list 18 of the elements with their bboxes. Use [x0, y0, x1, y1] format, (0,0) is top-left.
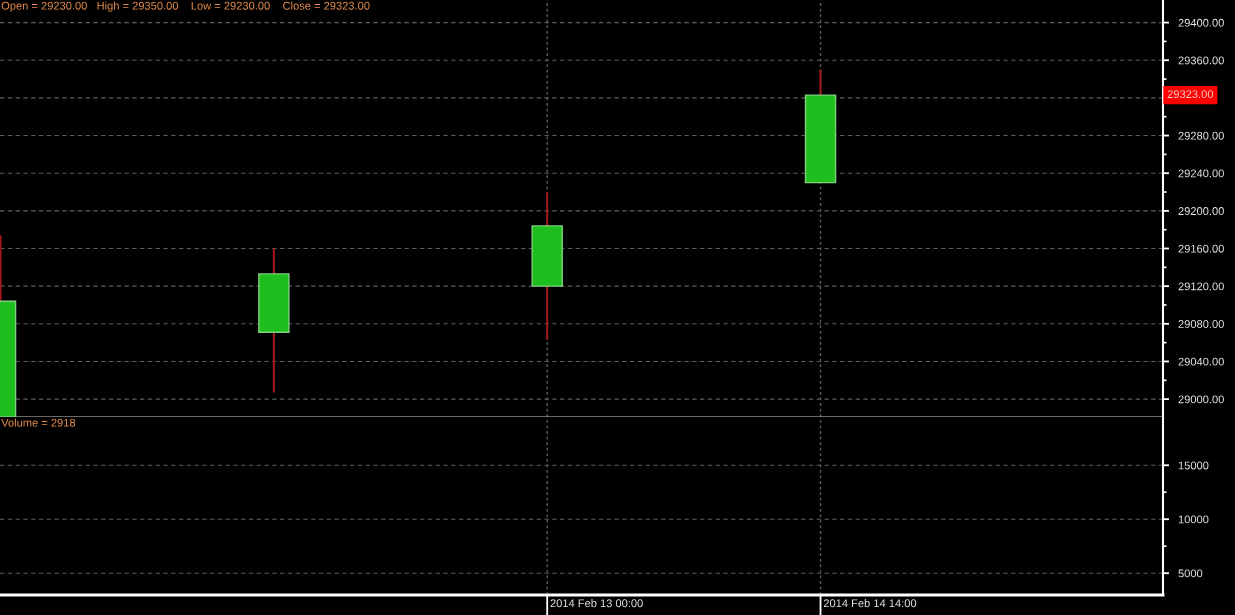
y-tick-label: 15000 [1178, 461, 1209, 470]
annotation: Open = 29230.00 High = 29350.00 Low = 29230.00 Close = 29323.00 [1, 1, 370, 12]
y-tick-label: 29160.00 [1178, 244, 1224, 253]
text: 29323.00 [1167, 90, 1214, 99]
category-label: 2014 Feb 13 00:00 [550, 599, 643, 608]
category-label: 2014 Feb 14 14:00 [823, 599, 917, 608]
y-tick-label: 5000 [1178, 569, 1203, 578]
y-tick-label: 29000.00 [1178, 395, 1224, 404]
y-tick-label: 29040.00 [1178, 357, 1224, 366]
y-tick-label: 29120.00 [1178, 282, 1224, 291]
y-tick-label: 29280.00 [1178, 131, 1224, 140]
y-tick-label: 10000 [1178, 515, 1209, 524]
y-tick-label: 29080.00 [1178, 320, 1224, 328]
annotation: Volume = 2918 [1, 418, 76, 427]
y-tick-label: 29360.00 [1178, 56, 1224, 65]
y-tick-label: 29200.00 [1178, 207, 1224, 215]
y-tick-label: 29240.00 [1178, 169, 1224, 178]
y-tick-label: 29400.00 [1178, 18, 1224, 27]
